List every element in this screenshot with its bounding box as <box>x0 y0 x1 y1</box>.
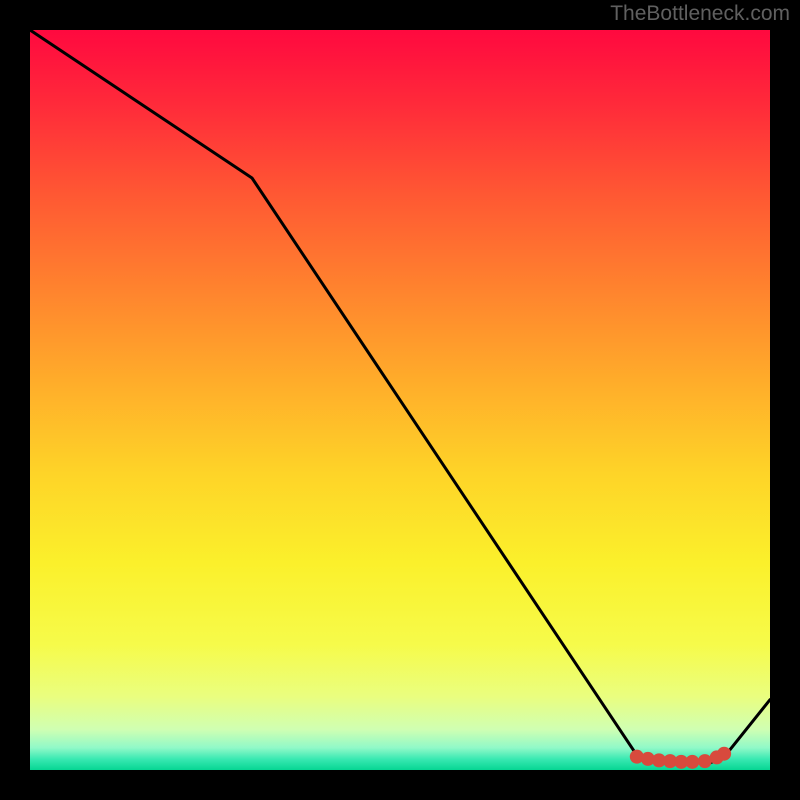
optimal-marker <box>685 755 699 769</box>
watermark-text: TheBottleneck.com <box>610 2 790 26</box>
optimal-marker <box>698 754 712 768</box>
chart-container: { "meta": { "watermark": "TheBottleneck.… <box>0 0 800 800</box>
optimal-marker <box>717 747 731 761</box>
bottleneck-chart <box>0 0 800 800</box>
